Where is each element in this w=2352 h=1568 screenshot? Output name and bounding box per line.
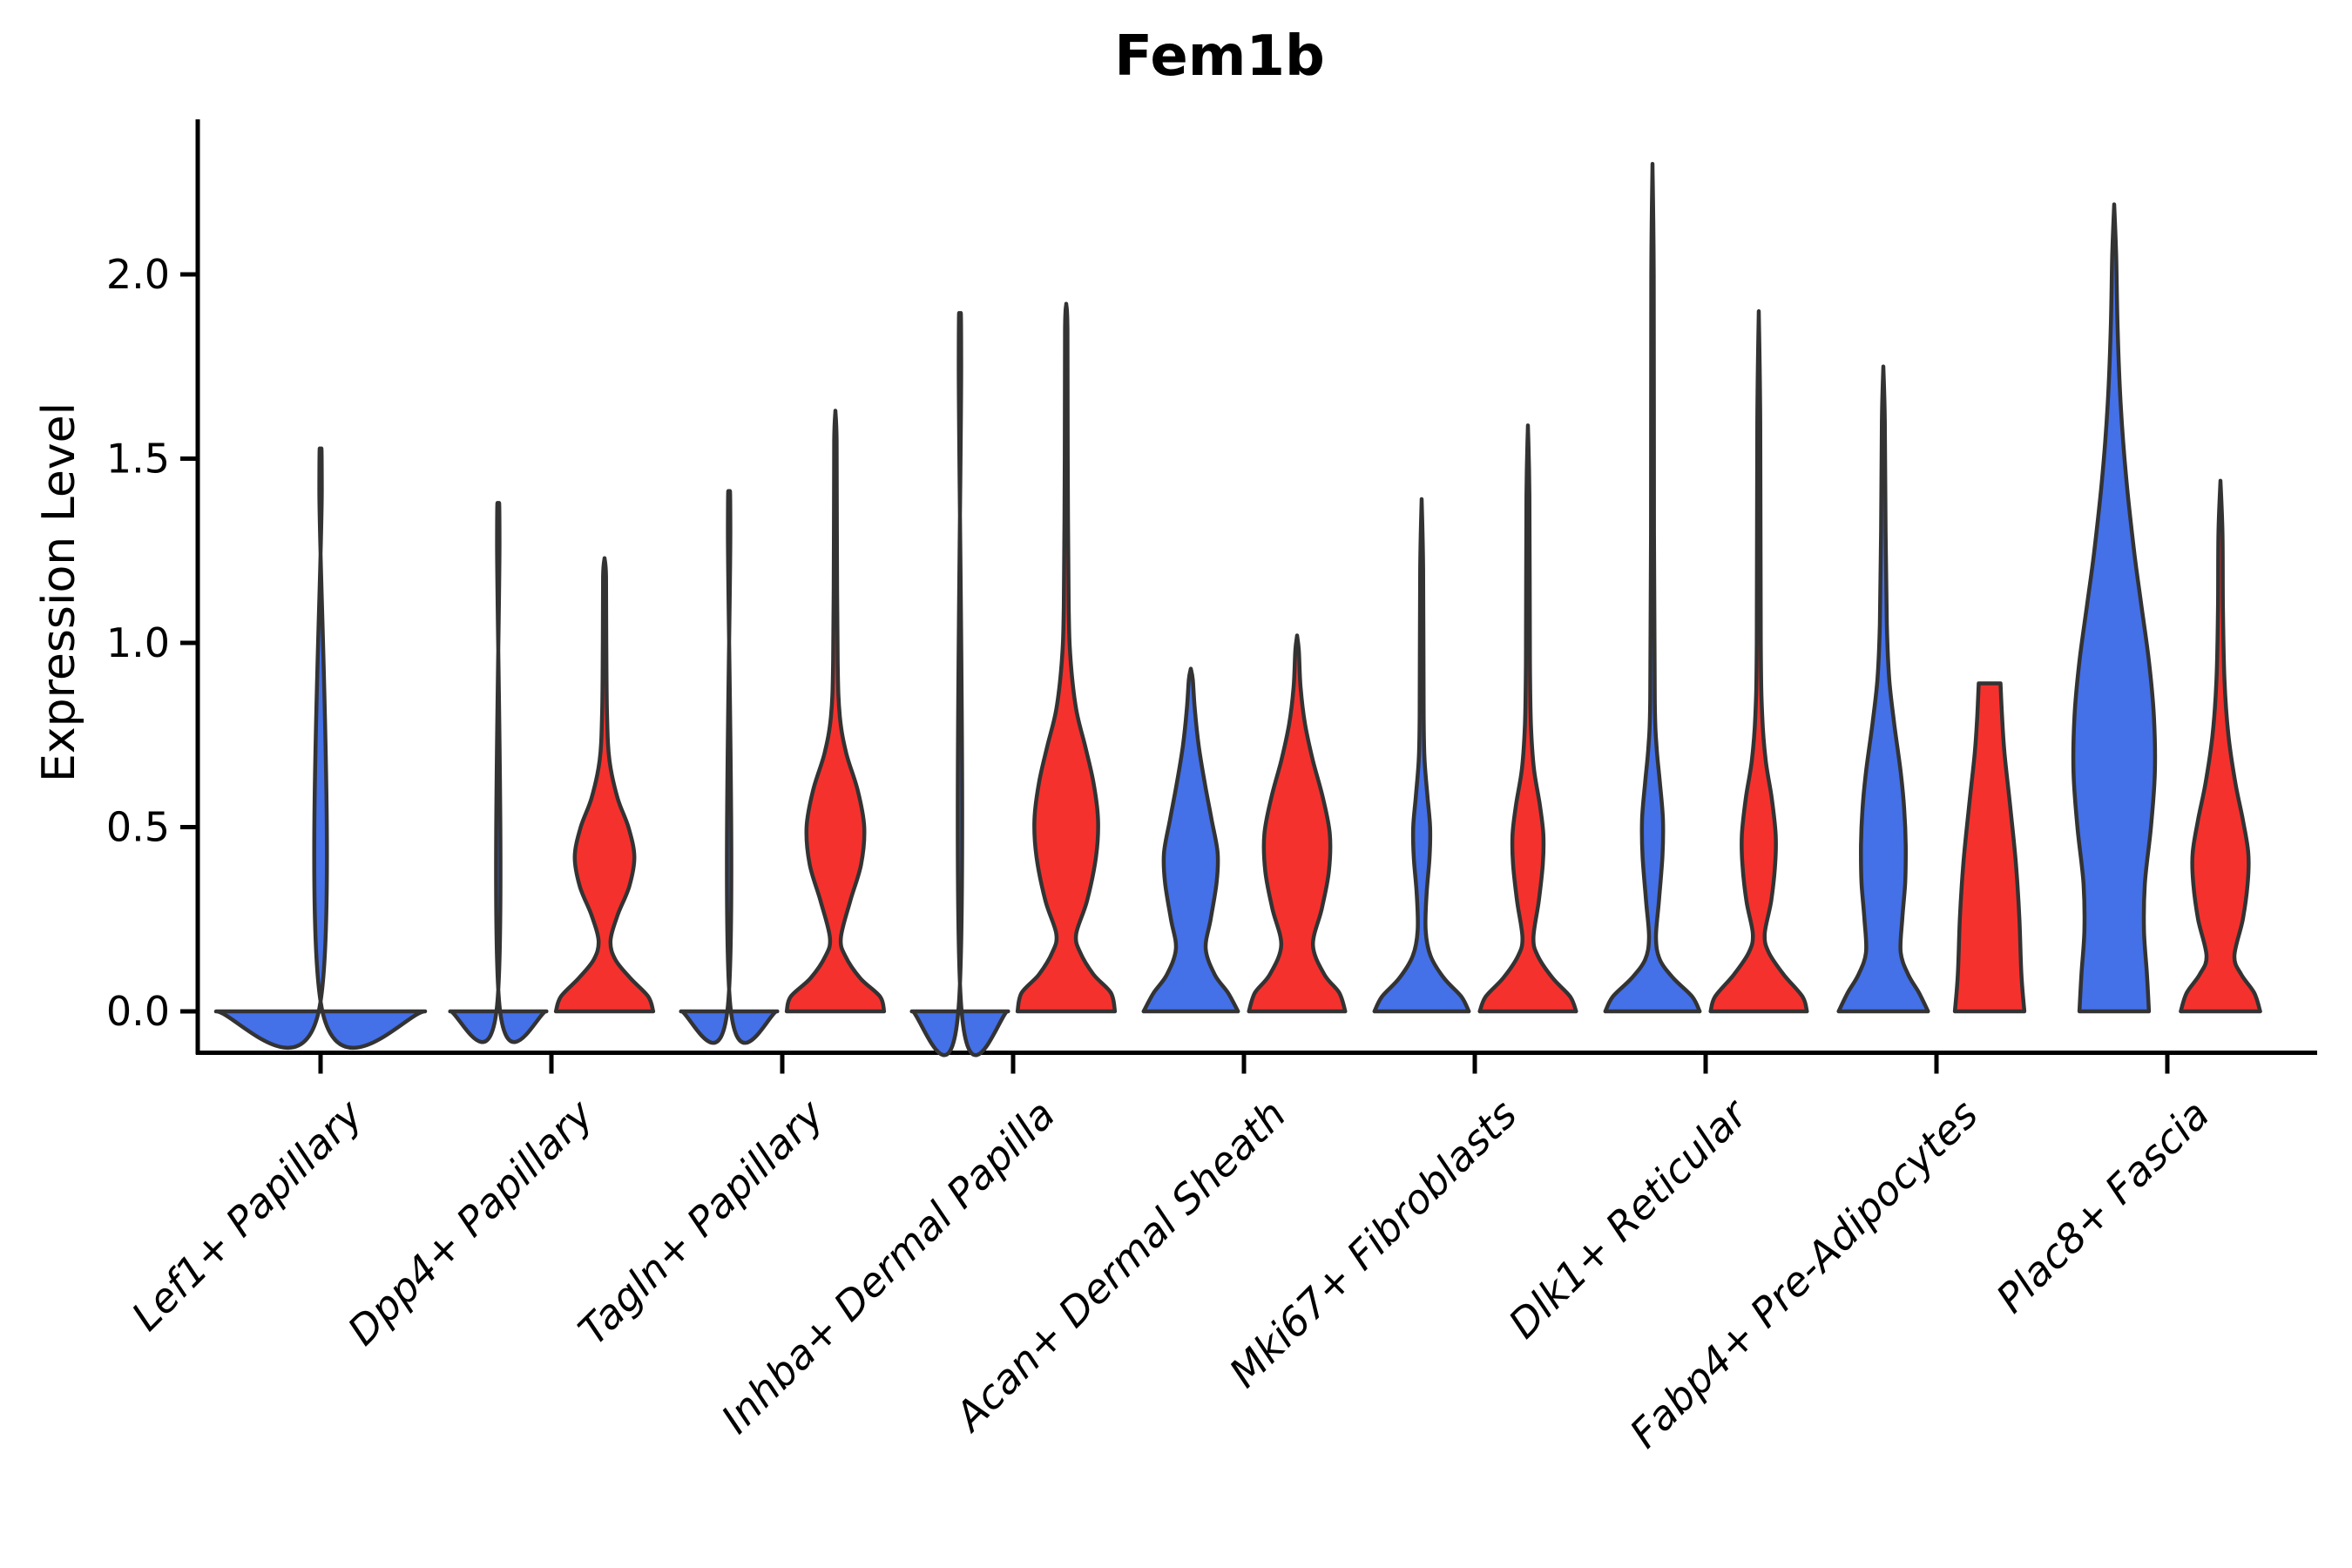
violin-red-6 bbox=[1708, 309, 1809, 1014]
violin-blue-3 bbox=[909, 311, 1010, 1058]
violin-blue-6 bbox=[1603, 161, 1702, 1014]
violin-red-3 bbox=[1015, 301, 1118, 1014]
y-tick-label: 0.0 bbox=[106, 988, 170, 1035]
violin-red-1 bbox=[553, 556, 656, 1014]
violin-red-5 bbox=[1477, 423, 1578, 1014]
y-tick-label: 0.5 bbox=[106, 804, 170, 851]
violin-blue-0 bbox=[213, 446, 428, 1050]
chart-title: Fem1b bbox=[1114, 24, 1325, 89]
y-axis-title: Expression Level bbox=[33, 402, 85, 783]
violin-blue-7 bbox=[1836, 364, 1930, 1014]
violin-blue-8 bbox=[2071, 202, 2158, 1014]
y-tick-label: 1.0 bbox=[106, 619, 170, 666]
y-tick-label: 1.5 bbox=[106, 436, 170, 483]
violin-red-4 bbox=[1247, 633, 1348, 1014]
violin-blue-4 bbox=[1141, 666, 1240, 1014]
violin-red-7 bbox=[1952, 681, 2027, 1014]
violin-blue-1 bbox=[448, 501, 549, 1044]
violin-blue-5 bbox=[1372, 497, 1471, 1014]
violin-red-2 bbox=[784, 409, 887, 1014]
violin-blue-2 bbox=[679, 489, 780, 1045]
violin-red-8 bbox=[2179, 478, 2262, 1014]
y-tick-label: 2.0 bbox=[106, 251, 170, 298]
